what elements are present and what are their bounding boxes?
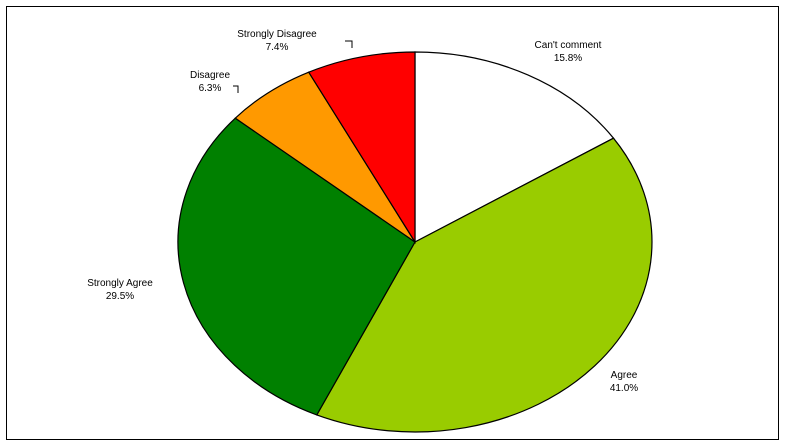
leader-line (233, 85, 239, 93)
pie-slice-strongly-agree (177, 117, 416, 416)
pie-slice-agree (315, 137, 653, 433)
slice-label-strongly-disagree: Strongly Disagree (237, 29, 317, 40)
slice-value-agree: 41.0% (610, 383, 638, 394)
leader-line (345, 40, 353, 48)
pie-slice-can-t-comment (414, 51, 615, 243)
slice-label-can-t-comment: Can't comment (535, 40, 602, 51)
slice-value-disagree: 6.3% (199, 83, 222, 94)
slice-label-strongly-agree: Strongly Agree (87, 278, 153, 289)
slice-label-agree: Agree (611, 370, 638, 381)
slice-value-strongly-disagree: 7.4% (266, 42, 289, 53)
slice-label-disagree: Disagree (190, 70, 230, 81)
slice-value-can-t-comment: 15.8% (554, 53, 582, 64)
slice-value-strongly-agree: 29.5% (106, 291, 134, 302)
pie-slice-strongly-disagree (307, 51, 416, 245)
